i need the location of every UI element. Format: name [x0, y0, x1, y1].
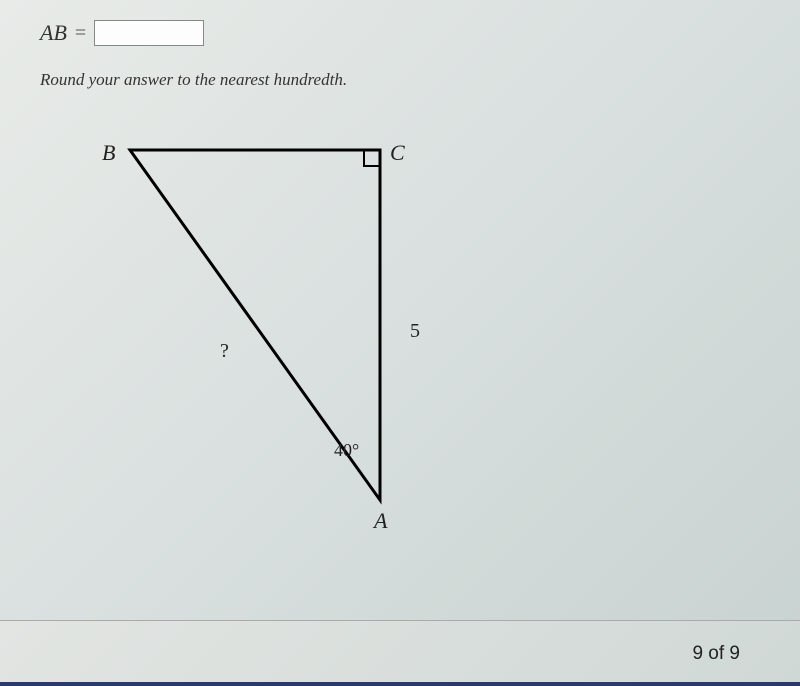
- angle-a-label: 40°: [334, 440, 359, 461]
- page-indicator: 9 of 9: [692, 643, 740, 665]
- equation-row: AB =: [40, 20, 760, 46]
- vertex-c-label: C: [390, 140, 405, 166]
- side-ab-label: ?: [220, 340, 229, 363]
- content-area: AB = Round your answer to the nearest hu…: [0, 0, 800, 620]
- answer-input[interactable]: [94, 20, 204, 46]
- variable-label: AB: [40, 20, 67, 46]
- vertex-a-label: A: [374, 508, 387, 534]
- side-ac-label: 5: [410, 320, 420, 343]
- equals-sign: =: [75, 22, 86, 45]
- vertex-b-label: B: [102, 140, 115, 166]
- triangle-svg: [80, 130, 480, 550]
- bottom-strip: [0, 682, 800, 686]
- footer-bar: 9 of 9: [0, 620, 800, 686]
- instruction-text: Round your answer to the nearest hundred…: [40, 70, 760, 90]
- triangle-diagram: B C A 5 ? 40°: [80, 130, 480, 550]
